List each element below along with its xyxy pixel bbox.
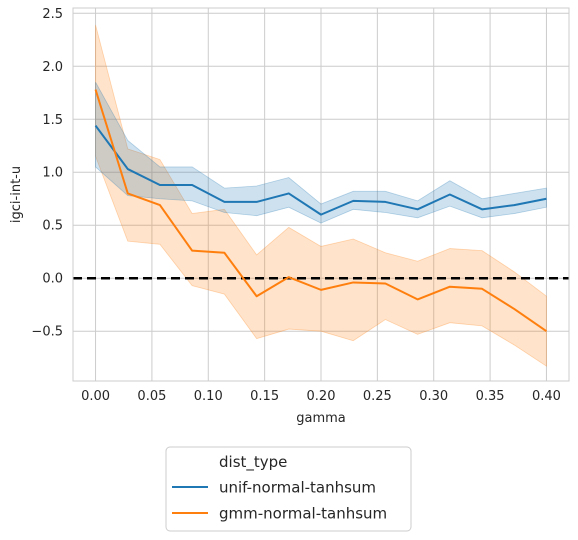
y-tick-labels: −0.5 0.0 0.5 1.0 1.5 2.0 2.5 [31,7,63,340]
legend: dist_type unif-normal-tanhsum gmm-normal-… [165,446,412,532]
x-tick-labels: 0.00 0.05 0.10 0.15 0.20 0.25 0.30 0.35 0.40 [81,389,561,404]
x-tick-label: 0.15 [250,389,279,404]
legend-label: unif-normal-tanhsum [219,479,376,497]
y-axis-label: igci-int-u [9,166,24,223]
x-tick-label: 0.40 [532,389,561,404]
legend-box [165,446,412,532]
ci-band-gmm-normal-tanhsum [95,24,547,367]
ci-band-unif-normal-tanhsum [95,81,547,224]
x-tick-label: 0.10 [194,389,223,404]
x-tick-label: 0.00 [81,389,110,404]
y-tick-label: −0.5 [31,325,63,340]
x-tick-label: 0.35 [476,389,505,404]
y-tick-label: 1.5 [42,113,63,128]
x-tick-label: 0.05 [137,389,166,404]
legend-title: dist_type [219,453,287,472]
x-tick-label: 0.30 [419,389,448,404]
x-tick-label: 0.20 [307,389,336,404]
series-lines [94,89,548,333]
x-tick-label: 0.25 [363,389,392,404]
x-axis-label: gamma [296,411,346,426]
y-tick-label: 1.0 [42,166,63,181]
legend-items: unif-normal-tanhsum gmm-normal-tanhsum [172,479,387,523]
y-tick-label: 2.5 [42,7,63,22]
y-tick-label: 2.0 [42,60,63,75]
y-tick-label: 0.0 [42,272,63,287]
legend-label: gmm-normal-tanhsum [219,505,387,523]
y-tick-label: 0.5 [42,219,63,234]
plot-frame [72,7,570,382]
confidence-bands [95,24,547,367]
